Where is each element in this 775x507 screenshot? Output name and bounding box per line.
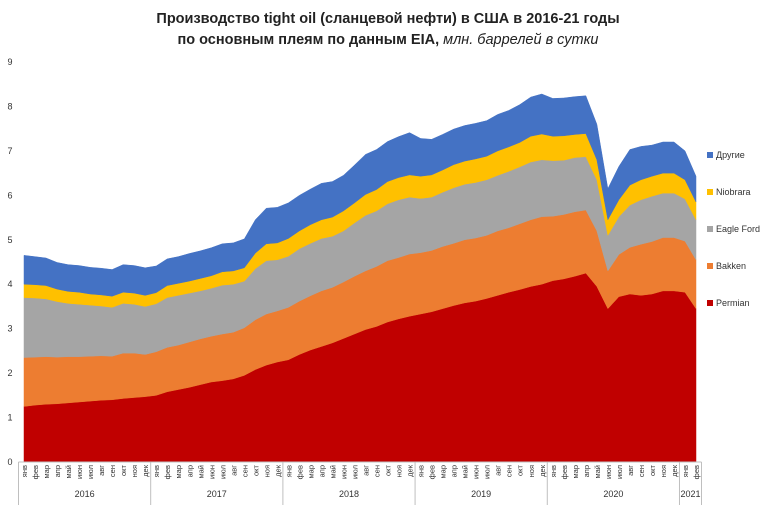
x-month-label: мар — [42, 465, 51, 479]
x-month-label: июн — [472, 465, 481, 479]
legend-swatch-eagle-ford — [707, 226, 713, 232]
x-month-label: май — [64, 465, 73, 479]
x-month-label: мар — [174, 465, 183, 479]
x-month-label: ноя — [130, 465, 139, 477]
x-month-label: ноя — [527, 465, 536, 477]
legend-label-permian: Permian — [716, 298, 750, 308]
x-month-label: авг — [362, 465, 371, 476]
x-month-label: июл — [350, 465, 359, 479]
chart-title-line2-italic: млн. баррелей в сутки — [439, 32, 598, 48]
x-month-label: авг — [494, 465, 503, 476]
x-month-label: окт — [648, 464, 657, 476]
x-month-label: авг — [626, 465, 635, 476]
x-month-label: фев — [295, 465, 304, 479]
x-month-label: май — [593, 465, 602, 479]
x-month-label: июн — [339, 465, 348, 479]
x-month-label: июн — [75, 465, 84, 479]
legend-label-bakken: Bakken — [716, 261, 746, 271]
x-month-label: май — [328, 465, 337, 479]
y-tick-label: 1 — [7, 413, 12, 423]
x-month-label: сен — [637, 465, 646, 477]
x-month-label: авг — [97, 465, 106, 476]
x-month-label: сен — [240, 465, 249, 477]
x-month-label: апр — [317, 465, 326, 477]
x-year-label: 2018 — [339, 489, 359, 499]
x-month-label: апр — [53, 465, 62, 477]
stacked-areas — [23, 93, 697, 463]
x-month-label: дек — [141, 464, 150, 477]
x-axis: янв фев мар апр май июн июл авг сен окт ноя дек янв ф… — [17, 461, 703, 505]
legend-label-eagle-ford: Eagle Ford — [716, 224, 760, 234]
legend-swatch-bakken — [707, 263, 713, 269]
x-month-label: июн — [207, 465, 216, 479]
x-month-label: май — [461, 465, 470, 479]
x-month-label: янв — [681, 465, 690, 477]
x-month-label: фев — [163, 465, 172, 479]
x-month-label: янв — [549, 465, 558, 477]
legend-swatch-permian — [707, 300, 713, 306]
x-month-label: сен — [108, 465, 117, 477]
x-month-label: июл — [218, 465, 227, 479]
legend-swatch-series-0 — [707, 152, 713, 158]
y-tick-label: 0 — [7, 457, 12, 467]
legend-swatch-niobrara — [707, 189, 713, 195]
x-month-label: ноя — [395, 465, 404, 477]
x-month-label: дек — [406, 464, 415, 477]
x-month-label: янв — [20, 465, 29, 477]
x-month-label: апр — [582, 465, 591, 477]
y-tick-label: 4 — [7, 279, 12, 289]
x-month-label: сен — [505, 465, 514, 477]
x-month-label: окт — [516, 464, 525, 476]
y-tick-label: 6 — [7, 190, 12, 200]
x-year-label: 2020 — [603, 489, 623, 499]
x-year-label: 2017 — [207, 489, 227, 499]
area-series-4 — [23, 93, 697, 297]
x-month-label: дек — [670, 464, 679, 477]
x-month-label: окт — [384, 464, 393, 476]
x-month-label: ноя — [262, 465, 271, 477]
y-axis: 0 1 2 3 4 5 6 7 8 9 — [7, 57, 12, 467]
x-month-label: окт — [251, 464, 260, 476]
x-month-label: мар — [306, 465, 315, 479]
legend-label-series-0: Другие — [716, 150, 745, 160]
x-month-label: дек — [538, 464, 547, 477]
x-month-label: апр — [450, 465, 459, 477]
x-month-label: июл — [483, 465, 492, 479]
x-month-label: дек — [273, 464, 282, 477]
x-month-label: фев — [428, 465, 437, 479]
x-month-label: фев — [31, 465, 40, 479]
x-month-label: янв — [417, 465, 426, 477]
x-month-label: окт — [119, 464, 128, 476]
x-month-label: фев — [560, 465, 569, 479]
x-year-label: 2019 — [471, 489, 491, 499]
x-month-label: фев — [692, 465, 701, 479]
x-month-label: авг — [229, 465, 238, 476]
y-tick-label: 7 — [7, 146, 12, 156]
x-month-label: ноя — [659, 465, 668, 477]
x-month-label: сен — [373, 465, 382, 477]
legend-label-niobrara: Niobrara — [716, 187, 751, 197]
x-month-label: янв — [152, 465, 161, 477]
legend: Другие Niobrara Eagle Ford Bakken Permian — [707, 150, 760, 308]
x-month-label: июн — [604, 465, 613, 479]
chart-title-line2: по основным плеям по данным EIA, млн. ба… — [178, 32, 599, 48]
x-month-label: мар — [439, 465, 448, 479]
x-year-label: 2016 — [75, 489, 95, 499]
x-month-label: июл — [86, 465, 95, 479]
y-tick-label: 5 — [7, 235, 12, 245]
y-tick-label: 2 — [7, 368, 12, 378]
chart-title-line2-bold: по основным плеям по данным EIA, — [178, 32, 440, 48]
x-month-label: янв — [284, 465, 293, 477]
x-month-label: мар — [571, 465, 580, 479]
y-tick-label: 9 — [7, 57, 12, 67]
y-tick-label: 3 — [7, 324, 12, 334]
x-month-label: июл — [615, 465, 624, 479]
chart-title-line1: Производство tight oil (сланцевой нефти)… — [156, 11, 619, 27]
x-year-label: 2021 — [680, 489, 700, 499]
x-month-label: апр — [185, 465, 194, 477]
x-month-label: май — [196, 465, 205, 479]
y-tick-label: 8 — [7, 101, 12, 111]
